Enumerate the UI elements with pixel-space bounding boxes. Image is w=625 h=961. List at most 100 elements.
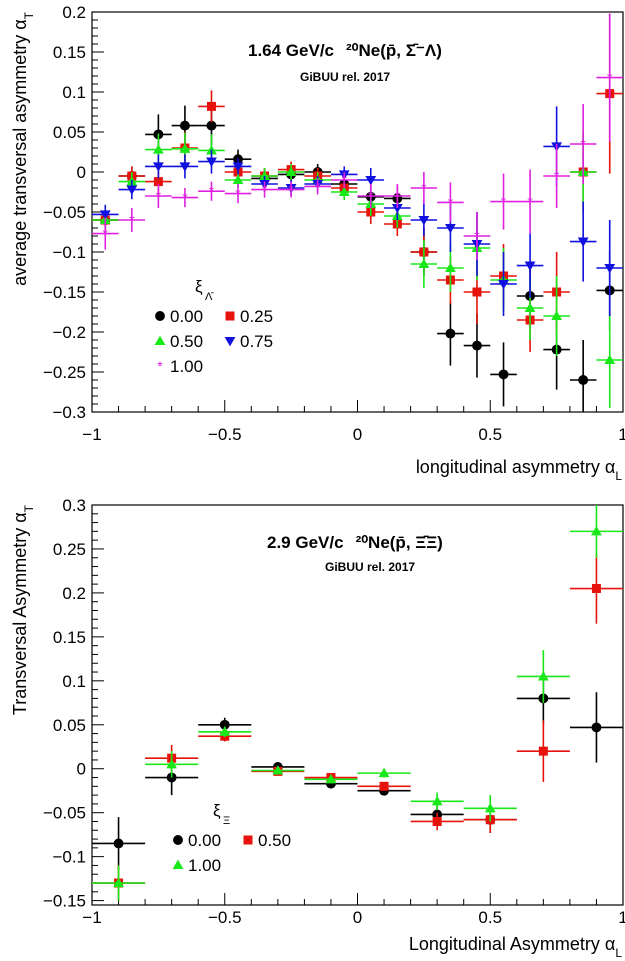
data-point [285,166,297,177]
series-0.50 [92,553,623,901]
series-0.25 [92,13,623,352]
y-tick-label: 0.2 [62,3,86,22]
y-tick-label: −0.1 [52,848,86,867]
data-point [259,170,270,181]
data-point: * [235,186,241,202]
data-point [524,261,536,271]
top-chart-title: 1.64 GeV/c ²⁰Ne(p̄, Σ̄⁻Λ) [248,41,442,60]
legend-label: 0.00 [170,307,203,326]
data-point: * [527,194,533,210]
x-tick-label: 0.5 [478,425,502,444]
legend-item-0.00: 0.00 [155,307,203,326]
top-y-axis-title: average transversal asymmetry αT [10,11,36,286]
legend-marker [225,311,235,321]
y-tick-label: 0.05 [53,123,86,142]
data-point [538,746,548,756]
y-tick-label: −0.2 [52,323,86,342]
y-tick-label: −0.05 [43,804,86,823]
top-legend: ξΛ̄0.00 0.25 0.50 0.75 * 1.00 [154,277,273,376]
y-tick-label: 0.1 [62,672,86,691]
data-point [391,203,403,214]
data-point [591,584,601,594]
data-point: * [341,172,347,188]
legend-item-0.25: 0.25 [225,307,273,326]
legend-marker [154,335,166,346]
y-tick-label: 0.3 [62,496,86,515]
y-tick-label: 0.15 [53,628,86,647]
data-point: * [156,188,162,204]
data-point: * [474,228,480,244]
top-x-axis-title: longitudinal asymmetry αL [416,457,623,483]
data-point [591,525,602,536]
legend-title: ξ [213,801,221,820]
legend-marker [172,859,184,870]
data-point [432,816,442,826]
top-chart-panel: * * * * * * * * * * * * * * * * * * * * −1 −0.5 0 0.5 1 −0.3 −0.2… [10,3,625,483]
y-tick-label: 0.05 [53,716,86,735]
series-1.00: * * * * * * * * * * * * * * * * * * * * [92,13,623,260]
data-point [472,340,482,351]
y-tick-label: 0.25 [53,540,86,559]
data-point [113,877,124,888]
data-point: * [421,180,427,196]
data-point: * [315,178,321,194]
data-point [551,310,563,321]
bottom-chart-title: 2.9 GeV/c ²⁰Ne(p̄, Ξ̄Ξ) [267,533,443,552]
legend-item-0.50: 0.50 [243,831,291,850]
data-point [472,287,482,297]
data-point [325,773,337,784]
data-point [153,177,163,187]
data-point [378,767,390,778]
data-point [113,838,124,849]
y-tick-label: 0.15 [53,43,86,62]
data-point [484,802,496,813]
data-point [232,174,244,185]
data-point [219,719,230,730]
legend-marker [173,835,183,845]
legend-title: ξ [195,277,203,296]
data-point [179,162,191,172]
top-data-marks: * * * * * * * * * * * * * * * * * * * * [92,13,623,412]
data-point [498,279,509,290]
data-point [219,726,231,736]
data-point [206,157,217,167]
legend-title-subscript: Λ̄ [205,291,214,303]
y-tick-label: −0.25 [43,363,86,382]
legend-label: 0.00 [188,831,221,850]
data-point [179,120,190,131]
data-point: * [395,188,401,204]
data-point: * [288,182,294,198]
data-point [365,175,377,186]
data-point: * [103,226,109,242]
legend-item-0.50: 0.50 [154,332,203,351]
data-point [445,328,456,339]
bottom-chart-panel: −1 −0.5 0 0.5 1 −0.15 −0.1 −0.05 0 0.05 0.1 0.15 0.2… [10,496,625,960]
legend-label: 1.00 [188,856,221,875]
data-point: * [182,190,188,206]
data-point [379,781,389,791]
y-tick-label: 0.1 [62,83,86,102]
data-point: * [501,194,507,210]
y-tick-label: −0.05 [43,203,86,222]
y-tick-label: 0 [77,760,86,779]
x-tick-label: 1 [618,908,625,927]
bottom-chart-subtitle: GiBUU rel. 2017 [325,560,415,574]
data-point [166,758,178,769]
x-tick-label: −1 [82,425,101,444]
legend-label: 0.75 [240,332,273,351]
x-tick-label: −0.5 [208,425,242,444]
data-point [272,765,284,775]
data-point [152,162,164,172]
data-point: * [129,212,135,228]
y-tick-label: −0.15 [43,892,86,911]
data-point [232,162,244,172]
data-point [591,722,602,733]
data-point [418,215,430,226]
data-point [524,302,536,313]
series-1.00 [92,505,623,901]
data-point [445,262,456,273]
bottom-data-marks [92,505,623,901]
data-point [604,263,616,274]
x-tick-label: 0.5 [478,908,502,927]
legend-marker: * [157,358,163,374]
